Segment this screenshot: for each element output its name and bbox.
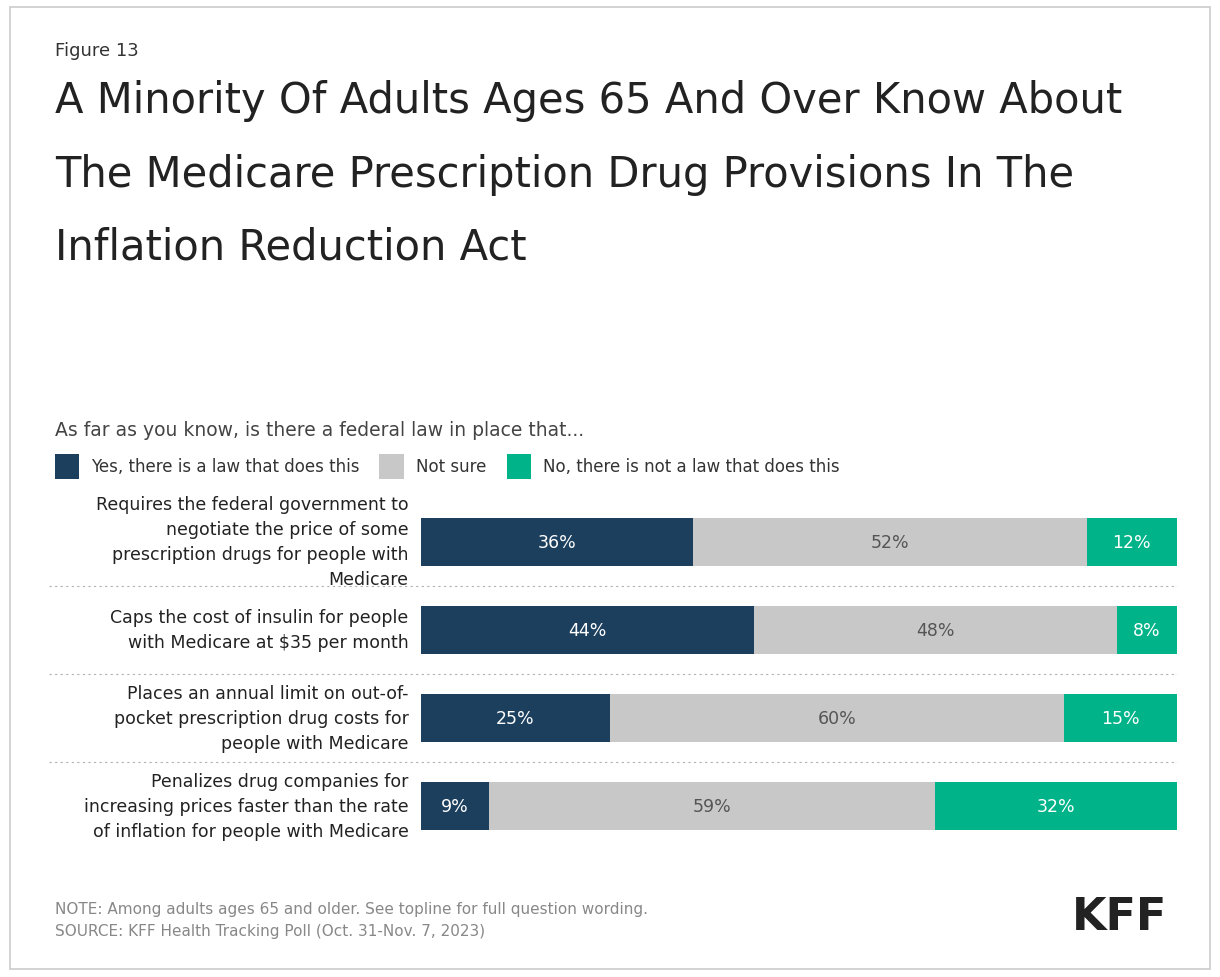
Text: 36%: 36% xyxy=(538,533,576,551)
Text: As far as you know, is there a federal law in place that...: As far as you know, is there a federal l… xyxy=(55,420,584,439)
Text: 8%: 8% xyxy=(1133,621,1161,639)
Text: No, there is not a law that does this: No, there is not a law that does this xyxy=(543,458,841,476)
Text: The Medicare Prescription Drug Provisions In The: The Medicare Prescription Drug Provision… xyxy=(55,153,1074,195)
Text: A Minority Of Adults Ages 65 And Over Know About: A Minority Of Adults Ages 65 And Over Kn… xyxy=(55,80,1122,122)
Bar xyxy=(936,782,1177,830)
Text: Not sure: Not sure xyxy=(416,458,486,476)
Text: Inflation Reduction Act: Inflation Reduction Act xyxy=(55,227,527,269)
Bar xyxy=(693,518,1087,567)
Text: 48%: 48% xyxy=(916,621,954,639)
Text: Requires the federal government to
negotiate the price of some
prescription drug: Requires the federal government to negot… xyxy=(96,495,409,589)
Text: 52%: 52% xyxy=(871,533,909,551)
Text: KFF: KFF xyxy=(1072,895,1168,938)
Bar xyxy=(421,782,489,830)
Bar xyxy=(610,694,1064,743)
Bar xyxy=(1064,694,1177,743)
Text: 15%: 15% xyxy=(1102,709,1139,727)
Bar xyxy=(421,694,610,743)
Bar xyxy=(489,782,936,830)
Text: Figure 13: Figure 13 xyxy=(55,42,139,60)
Text: 12%: 12% xyxy=(1113,533,1152,551)
Bar xyxy=(754,606,1116,655)
Text: Penalizes drug companies for
increasing prices faster than the rate
of inflation: Penalizes drug companies for increasing … xyxy=(84,772,409,840)
Bar xyxy=(421,518,693,567)
Bar xyxy=(421,606,754,655)
Text: NOTE: Among adults ages 65 and older. See topline for full question wording.
SOU: NOTE: Among adults ages 65 and older. Se… xyxy=(55,901,648,938)
Bar xyxy=(1087,518,1177,567)
Text: Yes, there is a law that does this: Yes, there is a law that does this xyxy=(92,458,360,476)
Text: 59%: 59% xyxy=(693,797,732,815)
Text: 9%: 9% xyxy=(442,797,468,815)
Text: 60%: 60% xyxy=(817,709,856,727)
Text: 32%: 32% xyxy=(1037,797,1076,815)
Text: Places an annual limit on out-of-
pocket prescription drug costs for
people with: Places an annual limit on out-of- pocket… xyxy=(113,684,409,752)
Text: 25%: 25% xyxy=(497,709,534,727)
Text: 44%: 44% xyxy=(569,621,606,639)
Text: Caps the cost of insulin for people
with Medicare at $35 per month: Caps the cost of insulin for people with… xyxy=(111,609,409,652)
Bar xyxy=(1116,606,1177,655)
